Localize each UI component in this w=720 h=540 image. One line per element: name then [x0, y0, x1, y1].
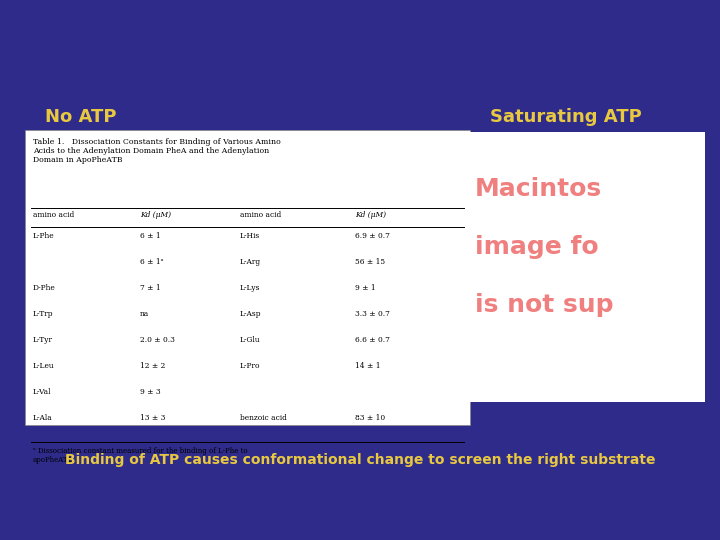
Text: image fo: image fo: [475, 235, 598, 259]
Text: 56 ± 15: 56 ± 15: [355, 258, 385, 266]
Text: L-Ala: L-Ala: [33, 414, 53, 422]
Text: Saturating ATP: Saturating ATP: [490, 108, 642, 126]
Text: 9 ± 3: 9 ± 3: [140, 388, 161, 396]
Text: amino acid: amino acid: [240, 211, 282, 219]
Text: L-His: L-His: [240, 232, 260, 240]
Text: Kd (μM): Kd (μM): [140, 211, 171, 219]
Text: 3.3 ± 0.7: 3.3 ± 0.7: [355, 310, 390, 318]
Text: D-Phe: D-Phe: [33, 284, 55, 292]
Text: Table 1.   Dissociation Constants for Binding of Various Amino
Acids to the Aden: Table 1. Dissociation Constants for Bind…: [33, 138, 281, 164]
Text: No ATP: No ATP: [45, 108, 117, 126]
Text: L-Tyr: L-Tyr: [33, 336, 53, 344]
Text: 12 ± 2: 12 ± 2: [140, 362, 166, 370]
Text: is not sup: is not sup: [475, 293, 613, 317]
Text: 6 ± 1ᵃ: 6 ± 1ᵃ: [140, 258, 163, 266]
Text: L-Pro: L-Pro: [240, 362, 261, 370]
Text: Kd (μM): Kd (μM): [355, 211, 386, 219]
Text: L-Lys: L-Lys: [240, 284, 261, 292]
Text: Macintos: Macintos: [475, 177, 602, 201]
Text: 2.0 ± 0.3: 2.0 ± 0.3: [140, 336, 175, 344]
Text: 6.9 ± 0.7: 6.9 ± 0.7: [355, 232, 390, 240]
FancyBboxPatch shape: [25, 130, 470, 425]
Text: 83 ± 10: 83 ± 10: [355, 414, 385, 422]
Text: L-Leu: L-Leu: [33, 362, 55, 370]
Text: amino acid: amino acid: [33, 211, 74, 219]
Text: L-Glu: L-Glu: [240, 336, 261, 344]
Text: na: na: [140, 310, 149, 318]
Text: 6.6 ± 0.7: 6.6 ± 0.7: [355, 336, 390, 344]
Text: 7 ± 1: 7 ± 1: [140, 284, 161, 292]
Text: L-Phe: L-Phe: [33, 232, 55, 240]
Text: L-Asp: L-Asp: [240, 310, 261, 318]
Text: 13 ± 3: 13 ± 3: [140, 414, 166, 422]
Text: L-Val: L-Val: [33, 388, 52, 396]
Text: Binding of ATP causes conformational change to screen the right substrate: Binding of ATP causes conformational cha…: [65, 453, 655, 467]
Text: L-Trp: L-Trp: [33, 310, 53, 318]
FancyBboxPatch shape: [465, 132, 705, 402]
Text: benzoic acid: benzoic acid: [240, 414, 287, 422]
Text: ᵃ Dissociation constant measured for the binding of L-Phe to
apoPheATE.: ᵃ Dissociation constant measured for the…: [33, 447, 248, 464]
Text: 9 ± 1: 9 ± 1: [355, 284, 376, 292]
Text: L-Arg: L-Arg: [240, 258, 261, 266]
Text: 14 ± 1: 14 ± 1: [355, 362, 380, 370]
Text: 6 ± 1: 6 ± 1: [140, 232, 161, 240]
